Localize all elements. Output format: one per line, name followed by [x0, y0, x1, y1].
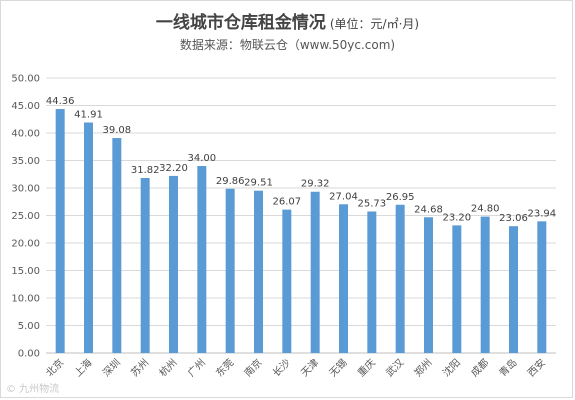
bar — [140, 177, 150, 353]
category-label: 无锡 — [326, 356, 349, 379]
category-label: 重庆 — [355, 356, 378, 379]
category-label: 武汉 — [383, 356, 406, 379]
category-label: 郑州 — [411, 356, 434, 379]
bar — [537, 221, 547, 353]
category-label: 沈阳 — [440, 356, 463, 379]
bar — [480, 216, 490, 353]
bar — [225, 188, 235, 353]
data-label: 23.20 — [443, 212, 472, 223]
category-label: 北京 — [43, 356, 66, 379]
data-label: 26.07 — [273, 197, 302, 208]
y-tick-label: 20.00 — [11, 239, 40, 250]
bar — [509, 226, 518, 353]
watermark: © 九州物流 — [6, 384, 60, 395]
category-label: 成都 — [469, 357, 492, 380]
data-label: 41.91 — [74, 109, 103, 120]
bar — [424, 217, 433, 353]
y-tick-label: 5.00 — [18, 321, 40, 332]
chart-subtitle: 数据来源：物联云仓（www.50yc.com) — [179, 38, 396, 52]
category-label: 南京 — [241, 356, 264, 379]
y-tick-label: 10.00 — [11, 294, 40, 305]
data-label: 31.82 — [131, 165, 160, 176]
bar — [254, 190, 263, 353]
y-tick-label: 25.00 — [11, 211, 40, 222]
data-label: 29.32 — [301, 179, 330, 190]
bar — [452, 225, 462, 353]
data-label: 32.20 — [159, 163, 188, 174]
data-label: 25.73 — [358, 198, 387, 209]
chart-title: 一线城市仓库租金情况 — [155, 13, 326, 33]
data-label: 24.80 — [471, 204, 500, 215]
category-label: 杭州 — [156, 356, 179, 379]
bar — [84, 122, 93, 354]
y-tick-label: 15.00 — [11, 266, 40, 277]
data-label: 26.95 — [386, 192, 415, 203]
category-label: 西安 — [525, 356, 548, 379]
chart-title-row: 一线城市仓库租金情况 (单位：元/㎡·月) — [0, 8, 575, 33]
data-label: 23.06 — [499, 213, 528, 224]
category-label: 深圳 — [100, 357, 123, 380]
y-tick-label: 0.00 — [18, 349, 40, 360]
category-label: 长沙 — [270, 357, 293, 380]
bar — [310, 191, 320, 353]
grid-lines — [46, 77, 556, 354]
category-label: 青岛 — [496, 356, 519, 379]
y-tick-label: 40.00 — [11, 129, 40, 140]
bar — [367, 211, 377, 353]
bar — [169, 175, 178, 353]
bar — [197, 166, 207, 353]
y-tick-label: 35.00 — [11, 156, 40, 167]
y-tick-label: 45.00 — [11, 101, 40, 112]
bar — [55, 109, 65, 354]
data-label: 29.86 — [216, 176, 245, 187]
data-label: 23.94 — [528, 208, 557, 219]
data-label: 27.04 — [329, 191, 358, 202]
data-label: 39.08 — [103, 125, 132, 136]
category-label: 广州 — [185, 357, 208, 380]
category-label: 天津 — [299, 357, 322, 380]
data-label: 29.51 — [244, 178, 273, 189]
bar — [282, 209, 292, 353]
data-label: 34.00 — [188, 153, 217, 164]
category-label: 苏州 — [128, 356, 151, 379]
bar — [112, 138, 122, 353]
y-tick-label: 50.00 — [11, 74, 40, 85]
bar — [339, 204, 348, 353]
x-axis: 北京 上海 深圳 苏州 杭州 广州 东莞 南京 长沙 天津 无锡 重庆 武汉 郑州 沈阳 成都 青岛 西安 — [43, 356, 548, 379]
bar — [395, 204, 405, 353]
data-label: 44.36 — [46, 96, 75, 107]
data-label: 24.68 — [414, 204, 443, 215]
bars — [55, 109, 547, 354]
category-label: 上海 — [71, 356, 94, 379]
category-label: 东莞 — [213, 356, 236, 379]
chart-unit-note: (单位：元/㎡·月) — [329, 17, 420, 31]
y-tick-label: 30.00 — [11, 184, 40, 195]
y-axis: 0.00 5.00 10.00 15.00 20.00 25.00 30.00 35.00 40… — [11, 74, 40, 360]
